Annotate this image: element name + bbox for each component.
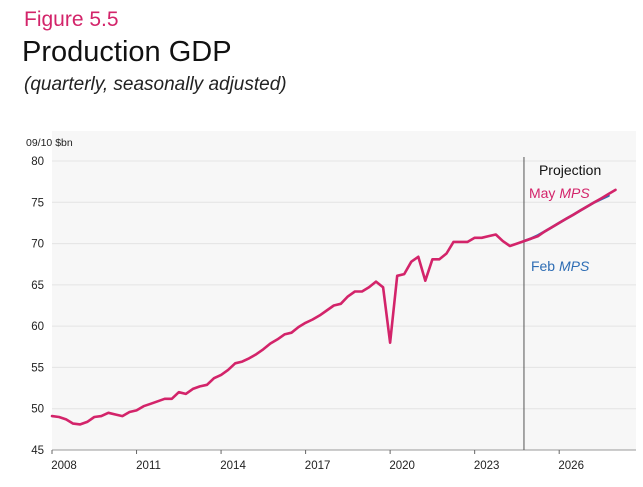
- y-tick-label: 70: [31, 239, 44, 251]
- feb-mps-italic: MPS: [559, 258, 590, 274]
- may-mps-label: May MPS: [529, 185, 590, 201]
- y-tick-label: 45: [31, 445, 44, 457]
- x-tick-label: 2014: [220, 460, 246, 472]
- y-tick-label: 80: [31, 156, 44, 168]
- y-axis: 45 50 55 60 65 70 75 80: [31, 156, 44, 457]
- x-tick-label: 2020: [389, 460, 415, 472]
- y-tick-label: 75: [31, 197, 44, 209]
- may-mps-series-line: [50, 188, 617, 426]
- x-tick-label: 2023: [474, 460, 500, 472]
- series-lines: [50, 188, 617, 426]
- may-mps-italic: MPS: [559, 185, 590, 201]
- y-tick-label: 60: [31, 321, 44, 333]
- x-tick-label: 2026: [558, 460, 584, 472]
- y-axis-unit-label: 09/10 $bn: [26, 137, 73, 149]
- x-axis: 2008 2011 2014 2017 2020 2023 2026: [51, 450, 584, 472]
- plot-area: [52, 131, 636, 450]
- may-mps-prefix: May: [529, 185, 559, 201]
- x-tick-label: 2011: [136, 460, 161, 472]
- grid-lines: [52, 160, 636, 451]
- chart-subtitle: (quarterly, seasonally adjusted): [24, 74, 287, 95]
- projection-label: Projection: [539, 162, 601, 178]
- figure-number: Figure 5.5: [24, 8, 119, 31]
- feb-mps-label: Feb MPS: [531, 258, 590, 274]
- feb-mps-prefix: Feb: [531, 258, 559, 274]
- x-tick-label: 2017: [305, 460, 331, 472]
- y-tick-label: 55: [31, 362, 44, 374]
- y-tick-label: 50: [31, 404, 44, 416]
- chart-title: Production GDP: [22, 36, 232, 68]
- y-tick-label: 65: [31, 280, 44, 292]
- x-tick-label: 2008: [51, 460, 77, 472]
